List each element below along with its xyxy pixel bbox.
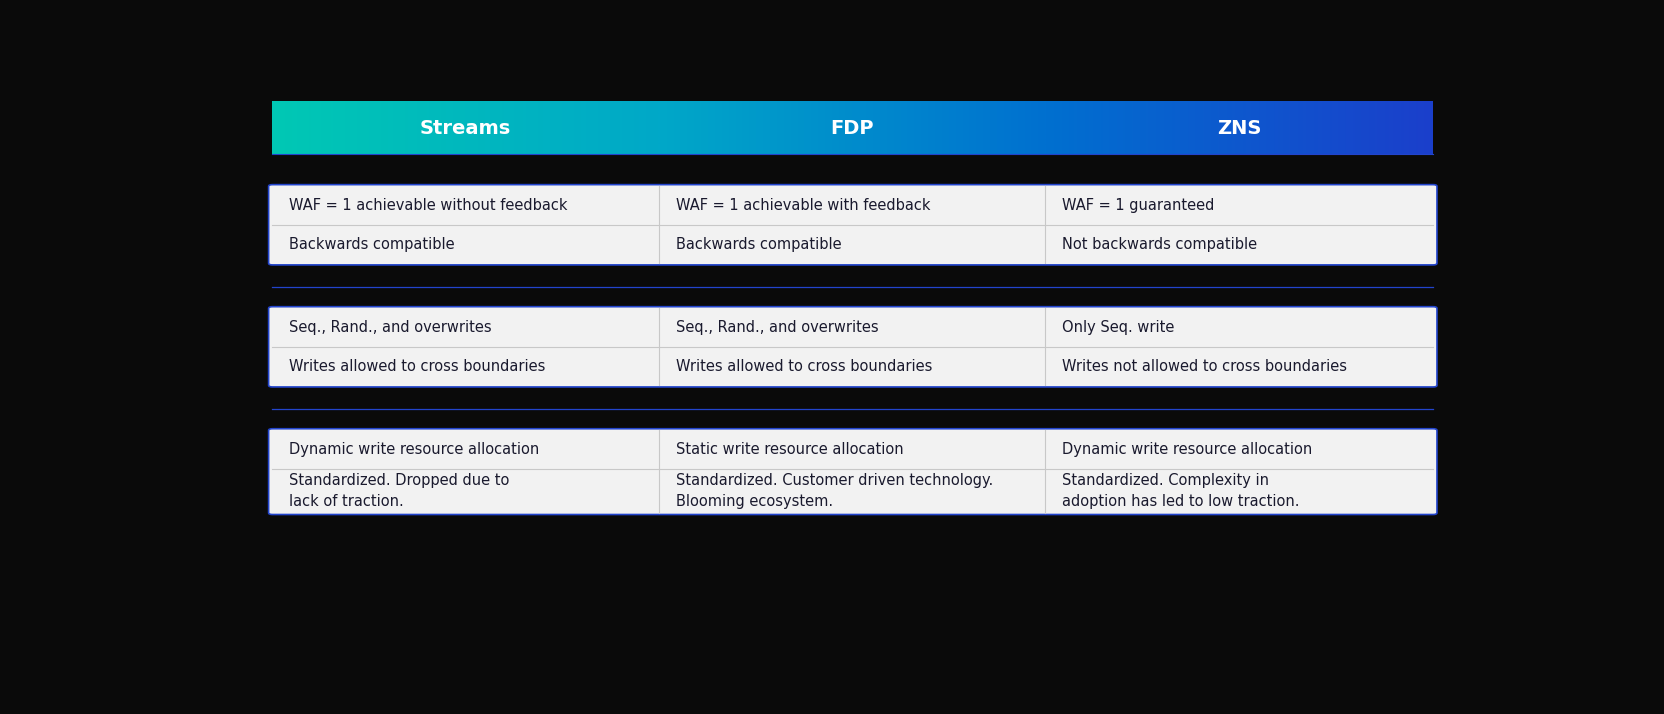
Text: Backwards compatible: Backwards compatible (676, 236, 842, 251)
FancyBboxPatch shape (268, 428, 1438, 515)
Text: Static write resource allocation: Static write resource allocation (676, 442, 904, 457)
Text: Backwards compatible: Backwards compatible (290, 236, 454, 251)
Text: Writes allowed to cross boundaries: Writes allowed to cross boundaries (676, 358, 932, 373)
FancyBboxPatch shape (268, 185, 1438, 265)
Text: Dynamic write resource allocation: Dynamic write resource allocation (290, 442, 539, 457)
Text: Streams: Streams (419, 119, 511, 138)
Text: WAF = 1 achievable with feedback: WAF = 1 achievable with feedback (676, 198, 930, 213)
Text: Standardized. Complexity in
adoption has led to low traction.: Standardized. Complexity in adoption has… (1062, 473, 1300, 509)
Text: Not backwards compatible: Not backwards compatible (1062, 236, 1258, 251)
Text: Seq., Rand., and overwrites: Seq., Rand., and overwrites (290, 320, 493, 335)
Text: ZNS: ZNS (1216, 119, 1261, 138)
Text: Writes allowed to cross boundaries: Writes allowed to cross boundaries (290, 358, 546, 373)
Text: WAF = 1 achievable without feedback: WAF = 1 achievable without feedback (290, 198, 567, 213)
Text: FDP: FDP (830, 119, 874, 138)
Text: WAF = 1 guaranteed: WAF = 1 guaranteed (1062, 198, 1215, 213)
Text: Writes not allowed to cross boundaries: Writes not allowed to cross boundaries (1062, 358, 1348, 373)
Text: Standardized. Customer driven technology.
Blooming ecosystem.: Standardized. Customer driven technology… (676, 473, 993, 509)
Text: Standardized. Dropped due to
lack of traction.: Standardized. Dropped due to lack of tra… (290, 473, 509, 509)
Text: Only Seq. write: Only Seq. write (1062, 320, 1175, 335)
FancyBboxPatch shape (268, 307, 1438, 387)
Text: Seq., Rand., and overwrites: Seq., Rand., and overwrites (676, 320, 879, 335)
Text: Dynamic write resource allocation: Dynamic write resource allocation (1062, 442, 1313, 457)
